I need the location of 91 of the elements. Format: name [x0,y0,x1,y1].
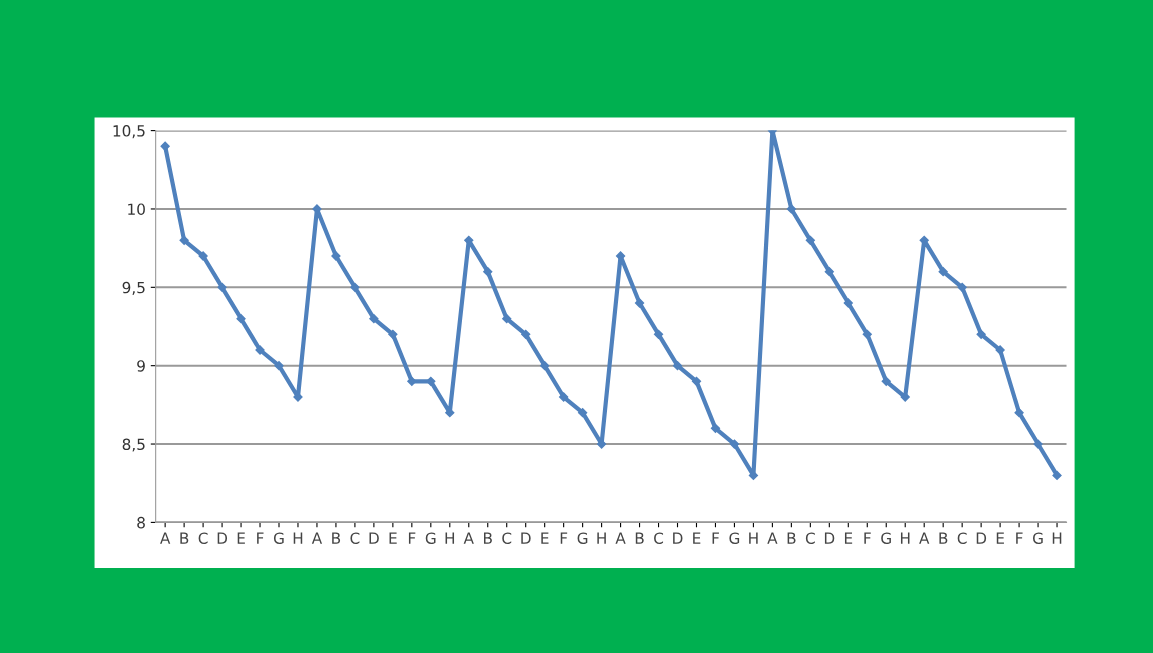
point [540,361,550,371]
x-tick-label: F [1016,532,1023,544]
x-tick-label: F [257,532,264,544]
x-tick-label: E [693,532,701,544]
x-tick-label: C [957,532,967,544]
x-tick-label: D [673,532,683,544]
point [672,361,683,371]
point [350,282,360,292]
point [824,267,834,277]
x-tick-label: C [805,532,815,544]
x-tick-label: B [180,532,189,544]
point [881,376,891,386]
x-tick-label: B [484,532,492,544]
x-tick-label: E [389,532,397,544]
x-tick-label: D [217,532,228,544]
x-tick-label: B [787,532,796,544]
x-tick-label: B [635,532,644,544]
point [786,204,796,214]
x-tick-label: F [712,532,719,544]
x-tick-label: D [521,532,531,544]
x-tick-label: D [824,532,835,544]
y-tick-label: 8 [137,516,145,529]
point [388,329,398,339]
point [1033,439,1043,449]
x-tick-label: B [332,532,341,544]
point [710,423,721,433]
point [691,376,702,386]
x-tick-label: A [919,532,930,544]
point [217,282,227,292]
x-tick-label: A [463,532,474,544]
x-tick-label: A [767,532,778,544]
point [464,235,474,245]
point [653,329,664,339]
point [331,251,341,261]
y-tick-label: 10 [128,203,145,215]
x-tick-label: A [615,532,626,544]
x-tick-label: H [445,532,455,544]
point [274,361,284,371]
point [179,235,189,245]
x-tick-label: A [160,532,171,544]
point [938,267,948,277]
x-tick-label: C [350,532,360,544]
point [634,298,645,308]
point [236,314,246,324]
x-tick-label: H [749,532,758,544]
point [957,282,967,292]
x-tick-label: C [502,532,512,544]
x-tick-label: E [237,532,245,544]
x-tick-label: F [560,532,568,544]
x-tick-label: H [900,532,910,544]
point [1014,408,1024,418]
point [729,439,740,449]
y-tick-label: 10,5 [113,125,145,139]
point [521,329,531,339]
point [483,267,493,277]
x-tick-label: D [369,532,379,544]
x-tick-label: G [273,532,284,544]
x-tick-label: G [1033,532,1043,544]
x-tick-label: C [654,532,664,544]
x-tick-label: A [311,532,323,544]
x-tick-label: G [881,532,891,544]
y-tick-label: 8,5 [122,438,145,452]
point [559,392,569,402]
x-tick-label: H [293,532,303,544]
x-tick-label: H [1052,532,1062,544]
point [426,376,436,386]
x-tick-label: E [541,532,549,544]
point [1052,470,1062,481]
x-tick-label: F [408,532,416,544]
point [160,141,170,151]
point [578,408,588,418]
y-tick-label: 9 [137,360,145,372]
x-tick-label: D [976,532,987,544]
x-tick-label: F [864,532,871,544]
y-tick-label: 9,5 [122,281,145,295]
x-tick-label: G [729,532,740,544]
x-tick-label: E [844,532,853,544]
point [862,329,872,339]
x-tick-label: C [198,532,208,544]
point [843,298,853,308]
x-tick-label: G [577,532,588,544]
point [995,345,1005,355]
point [502,314,512,324]
x-tick-label: E [996,532,1004,544]
point [369,314,379,324]
point [805,235,815,245]
point [198,251,208,261]
x-tick-label: B [939,532,948,544]
point [976,329,986,339]
x-tick-label: G [425,532,436,544]
x-tick-label: H [597,532,606,544]
